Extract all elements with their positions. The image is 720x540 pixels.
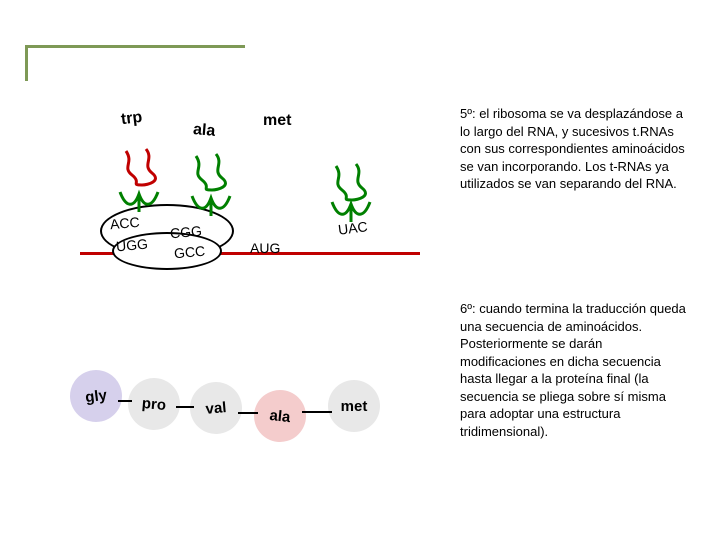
amino-acid-label: met: [263, 112, 291, 130]
trna-base-icon: [188, 192, 234, 218]
squiggle-icon: [120, 145, 164, 189]
amino-acid-label: ala: [192, 121, 216, 141]
codon-label: ACC: [109, 214, 140, 233]
trna-anticodon: [188, 192, 234, 223]
decorative-line-h: [25, 45, 245, 48]
trna-base-icon: [116, 188, 162, 214]
step6-text: 6º: cuando termina la traducción queda u…: [460, 300, 690, 440]
codon-label: UGG: [115, 236, 148, 255]
amino-acid-circle: met: [328, 380, 380, 432]
codon-label: CGG: [169, 223, 202, 242]
codon-label: UAC: [337, 218, 368, 237]
codon-label: GCC: [173, 243, 205, 262]
peptide-bond: [302, 411, 332, 413]
polypeptide-chain: glyprovalalamet: [70, 330, 450, 470]
peptide-bond: [176, 406, 194, 408]
step5-text: 5º: el ribosoma se va desplazándose a lo…: [460, 105, 690, 193]
peptide-bond: [118, 400, 132, 402]
trna-arm: [120, 145, 164, 194]
amino-acid-circle: gly: [67, 367, 125, 425]
amino-acid-circle: pro: [126, 376, 182, 432]
decorative-line-v: [25, 45, 28, 81]
codon-label: AUG: [250, 240, 280, 256]
amino-acid-label: trp: [120, 109, 143, 129]
amino-acid-circle: ala: [251, 387, 308, 444]
translation-diagram: trp ala met ACC CGG UGG GCC AUG UAC: [60, 100, 440, 300]
squiggle-icon: [190, 150, 234, 194]
peptide-bond: [238, 412, 258, 414]
amino-acid-circle: val: [188, 380, 244, 436]
